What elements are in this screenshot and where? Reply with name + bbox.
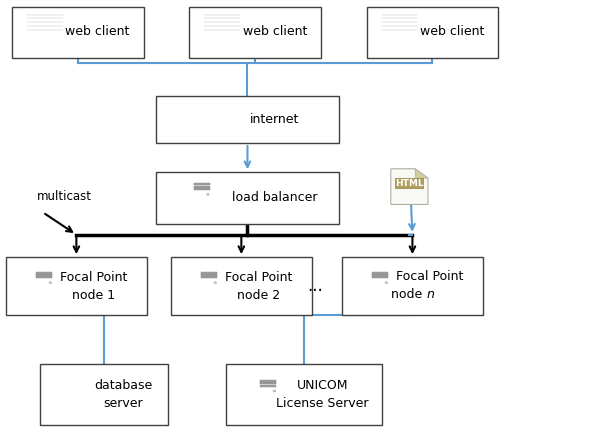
FancyBboxPatch shape xyxy=(171,257,312,315)
Text: Focal Point: Focal Point xyxy=(395,270,463,283)
Polygon shape xyxy=(178,98,236,141)
FancyBboxPatch shape xyxy=(370,269,390,303)
FancyBboxPatch shape xyxy=(12,7,144,58)
Polygon shape xyxy=(40,34,50,39)
Circle shape xyxy=(49,282,51,283)
Ellipse shape xyxy=(67,415,103,424)
FancyBboxPatch shape xyxy=(260,380,276,382)
FancyBboxPatch shape xyxy=(371,295,389,300)
Text: n: n xyxy=(426,287,434,301)
Text: HTML: HTML xyxy=(395,178,423,188)
FancyBboxPatch shape xyxy=(372,276,388,278)
FancyBboxPatch shape xyxy=(192,194,211,198)
FancyBboxPatch shape xyxy=(259,379,277,387)
Text: Focal Point
node 2: Focal Point node 2 xyxy=(224,270,292,302)
FancyBboxPatch shape xyxy=(259,403,277,409)
FancyBboxPatch shape xyxy=(382,13,417,32)
Text: Focal Point
node 1: Focal Point node 1 xyxy=(59,270,127,302)
FancyBboxPatch shape xyxy=(189,7,321,58)
FancyBboxPatch shape xyxy=(35,283,53,286)
FancyBboxPatch shape xyxy=(194,188,210,190)
FancyBboxPatch shape xyxy=(156,172,339,224)
FancyBboxPatch shape xyxy=(34,269,54,303)
FancyBboxPatch shape xyxy=(36,272,52,274)
FancyBboxPatch shape xyxy=(192,182,211,190)
Circle shape xyxy=(196,111,219,128)
FancyBboxPatch shape xyxy=(40,364,168,425)
FancyBboxPatch shape xyxy=(67,378,103,420)
FancyBboxPatch shape xyxy=(6,257,147,315)
FancyBboxPatch shape xyxy=(386,39,413,41)
FancyBboxPatch shape xyxy=(395,178,423,188)
Ellipse shape xyxy=(67,386,103,395)
Text: load balancer: load balancer xyxy=(232,191,318,204)
FancyBboxPatch shape xyxy=(35,270,53,278)
FancyBboxPatch shape xyxy=(27,13,63,32)
FancyBboxPatch shape xyxy=(199,269,219,303)
FancyBboxPatch shape xyxy=(372,272,388,274)
FancyBboxPatch shape xyxy=(156,96,339,143)
FancyBboxPatch shape xyxy=(24,10,66,34)
Text: node: node xyxy=(391,287,426,301)
FancyBboxPatch shape xyxy=(372,274,388,276)
FancyBboxPatch shape xyxy=(259,391,277,394)
FancyBboxPatch shape xyxy=(36,274,52,276)
Circle shape xyxy=(273,390,276,392)
Polygon shape xyxy=(415,169,428,178)
FancyBboxPatch shape xyxy=(194,183,210,185)
FancyBboxPatch shape xyxy=(342,257,483,315)
Text: web client: web client xyxy=(243,25,307,38)
Polygon shape xyxy=(391,169,428,204)
Text: multicast: multicast xyxy=(37,190,92,203)
FancyBboxPatch shape xyxy=(32,39,59,41)
FancyBboxPatch shape xyxy=(258,377,279,411)
Circle shape xyxy=(207,194,209,195)
FancyBboxPatch shape xyxy=(209,39,236,41)
Polygon shape xyxy=(395,34,404,39)
FancyBboxPatch shape xyxy=(226,364,382,425)
FancyBboxPatch shape xyxy=(201,272,217,274)
FancyBboxPatch shape xyxy=(200,283,218,286)
Polygon shape xyxy=(218,34,227,39)
FancyBboxPatch shape xyxy=(200,270,218,278)
FancyBboxPatch shape xyxy=(260,383,276,384)
Text: database
server: database server xyxy=(94,379,152,410)
FancyBboxPatch shape xyxy=(35,295,53,300)
FancyBboxPatch shape xyxy=(36,276,52,278)
FancyBboxPatch shape xyxy=(371,270,389,278)
Text: ...: ... xyxy=(307,277,323,295)
Text: internet: internet xyxy=(251,113,299,126)
FancyBboxPatch shape xyxy=(202,10,243,34)
Circle shape xyxy=(385,282,387,283)
FancyBboxPatch shape xyxy=(200,295,218,300)
Circle shape xyxy=(214,282,216,283)
Ellipse shape xyxy=(67,374,103,383)
FancyBboxPatch shape xyxy=(205,13,240,32)
FancyBboxPatch shape xyxy=(379,10,420,34)
FancyBboxPatch shape xyxy=(260,385,276,387)
FancyBboxPatch shape xyxy=(371,283,389,286)
FancyBboxPatch shape xyxy=(367,7,498,58)
FancyBboxPatch shape xyxy=(192,207,211,212)
FancyBboxPatch shape xyxy=(194,186,210,188)
FancyBboxPatch shape xyxy=(191,181,212,215)
FancyBboxPatch shape xyxy=(201,274,217,276)
Text: web client: web client xyxy=(420,25,484,38)
Text: UNICOM
License Server: UNICOM License Server xyxy=(276,379,369,410)
FancyBboxPatch shape xyxy=(201,276,217,278)
Text: web client: web client xyxy=(65,25,130,38)
